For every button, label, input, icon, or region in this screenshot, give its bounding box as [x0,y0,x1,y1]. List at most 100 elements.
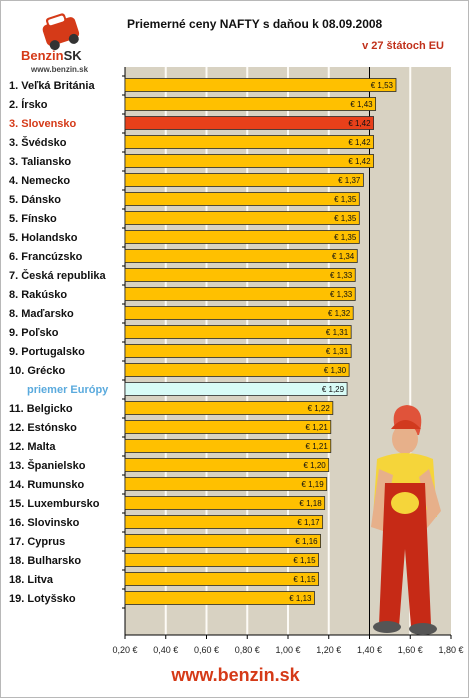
x-tick-label: 1,20 € [316,645,341,655]
bar [124,458,330,472]
bar-value-label: € 1,21 [306,442,329,451]
category-label: 5. Fínsko [9,213,57,225]
bar [124,401,334,415]
category-label: 8. Rakúsko [9,289,67,301]
bar-value-label: € 1,53 [371,81,394,90]
bar-value-label: € 1,34 [332,252,355,261]
bar [124,496,326,510]
category-label: 12. Estónsko [9,422,77,434]
bar [124,78,397,92]
bar-value-label: € 1,30 [324,366,347,375]
bar-value-label: € 1,42 [348,157,371,166]
category-label: 3. Taliansko [9,156,71,168]
bar-value-label: € 1,33 [330,290,353,299]
bar [124,268,356,282]
bar [124,173,364,187]
category-label: 3. Slovensko [9,118,77,130]
bar-value-label: € 1,42 [348,138,371,147]
bar-value-label: € 1,35 [334,214,357,223]
category-label: 12. Malta [9,441,56,453]
category-label: 18. Bulharsko [9,555,81,567]
bar-value-label: € 1,17 [297,518,320,527]
bar [124,344,352,358]
bar [124,325,352,339]
footer-url: www.benzin.sk [171,665,300,685]
bar [124,135,374,149]
category-label: 2. Írsko [9,98,48,111]
gas-station-worker-illustration [371,405,441,635]
bar-value-label: € 1,32 [328,309,351,318]
bar [124,211,360,225]
bar-value-label: € 1,31 [326,347,349,356]
category-label: 6. Francúzsko [9,251,83,263]
bar [124,192,360,206]
category-label: 10. Grécko [9,365,66,377]
logo-url: www.benzin.sk [31,65,89,74]
bar-value-label: € 1,19 [301,480,324,489]
chart-title: Priemerné ceny NAFTY s daňou k 08.09.200… [127,17,383,31]
bar [124,306,354,320]
bar-value-label: € 1,15 [293,556,316,565]
category-label: 1. Veľká Británia [9,80,95,92]
x-tick-label: 0,20 € [112,645,137,655]
benzin-logo: BenzinSK www.benzin.sk [11,11,101,74]
bar [124,515,324,529]
x-tick-label: 0,60 € [194,645,219,655]
x-tick-label: 1,80 € [438,645,463,655]
logo-wordmark: BenzinSK [21,48,82,63]
bar-value-label: € 1,20 [304,461,327,470]
bar [124,420,332,434]
category-label: 4. Nemecko [9,175,70,187]
x-tick-label: 1,40 € [357,645,382,655]
bar-value-label: € 1,43 [350,100,373,109]
x-tick-label: 1,00 € [275,645,300,655]
category-label: 14. Rumunsko [9,479,84,491]
x-tick-label: 0,80 € [235,645,260,655]
category-label: 11. Belgicko [9,403,73,415]
bar [124,154,374,168]
bar [124,116,374,130]
category-label: 18. Litva [9,574,54,586]
bar [124,591,315,605]
category-label: 7. Česká republika [9,269,106,282]
bar [124,249,358,263]
bar-value-label: € 1,35 [334,195,357,204]
bar-value-label: € 1,42 [348,119,371,128]
bar [124,230,360,244]
category-label: priemer Európy [27,384,109,396]
bar-value-label: € 1,13 [289,594,312,603]
bar [124,477,328,491]
category-label: 3. Švédsko [9,136,67,149]
bar-value-label: € 1,15 [293,575,316,584]
bar [124,439,332,453]
bar-value-label: € 1,16 [295,537,318,546]
bar-value-label: € 1,22 [308,404,331,413]
bar [124,363,350,377]
category-label: 19. Lotyšsko [9,593,76,605]
category-label: 16. Slovinsko [9,517,80,529]
bar [124,382,348,396]
bar-value-label: € 1,35 [334,233,357,242]
category-label: 5. Holandsko [9,232,78,244]
category-label: 8. Maďarsko [9,308,74,320]
car-logo-icon [42,13,80,51]
bar-value-label: € 1,33 [330,271,353,280]
bar-value-label: € 1,21 [306,423,329,432]
category-label: 5. Dánsko [9,194,61,206]
bar [124,534,322,548]
category-label: 9. Portugalsko [9,346,85,358]
bar-value-label: € 1,37 [338,176,361,185]
chart-subtitle: v 27 štátoch EU [362,40,444,52]
bar [124,97,377,111]
category-label: 15. Luxembursko [9,498,100,510]
category-label: 13. Španielsko [9,459,86,472]
bar [124,287,356,301]
bar-value-label: € 1,18 [299,499,322,508]
bar [124,572,319,586]
category-label: 9. Poľsko [9,327,59,339]
bar-value-label: € 1,29 [322,385,345,394]
bar [124,553,319,567]
x-tick-label: 0,40 € [153,645,178,655]
bar-value-label: € 1,31 [326,328,349,337]
